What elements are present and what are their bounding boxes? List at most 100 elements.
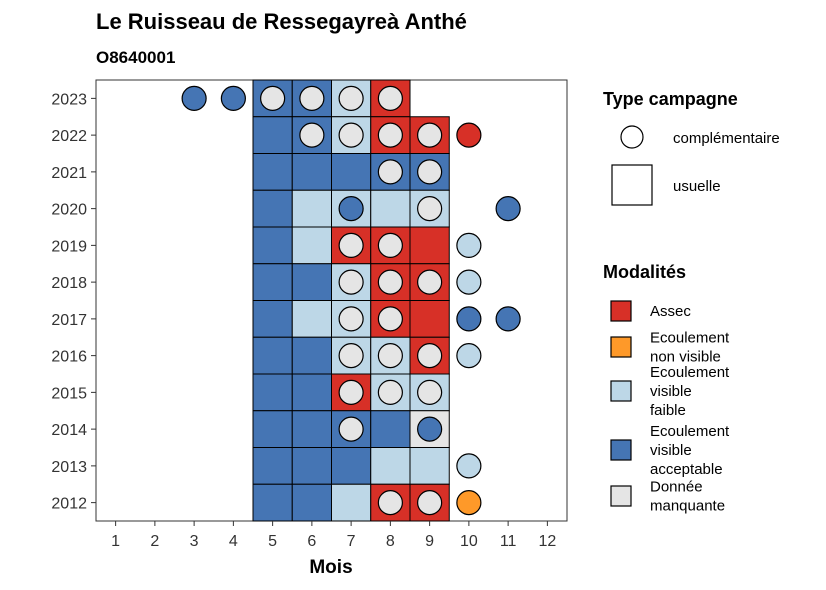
- point-2018-7: [338, 269, 364, 295]
- tile-2017-5: [252, 300, 293, 338]
- point-2023-8: [377, 85, 403, 111]
- point-layer: [181, 85, 521, 516]
- point-2016-7: [338, 343, 364, 369]
- tile-2012-6: [291, 483, 332, 522]
- legend-campaign-title: Type campagne: [603, 89, 738, 109]
- x-tick-label-11: 11: [500, 533, 517, 550]
- point-2017-8: [377, 306, 403, 332]
- tile-2013-6: [291, 447, 332, 485]
- tile-2017-9: [409, 300, 450, 338]
- tile-2019-6: [291, 226, 332, 265]
- point-2017-10: [456, 306, 482, 332]
- tile-2014-5: [252, 410, 293, 448]
- x-tick-label-2: 2: [150, 533, 159, 550]
- tile-2020-6: [291, 189, 332, 228]
- tile-2012-7: [331, 483, 372, 522]
- legend-modality-key-4: [610, 485, 632, 507]
- x-axis-title: Mois: [309, 557, 352, 578]
- tile-2013-5: [252, 447, 293, 485]
- legend-modality-label-3: Ecoulement visible acceptable: [650, 423, 730, 478]
- point-2022-8: [377, 122, 403, 148]
- legend-modality-label-2: Ecoulement visible faible: [650, 364, 730, 419]
- point-2016-9: [417, 343, 443, 369]
- tile-2016-6: [291, 336, 332, 375]
- point-2012-9: [417, 490, 443, 516]
- legend-modality-key-1: [610, 336, 632, 358]
- point-2019-10: [456, 232, 482, 258]
- point-2016-8: [377, 343, 403, 369]
- y-tick-label-2023: 2023: [51, 91, 87, 108]
- point-2023-5: [260, 85, 286, 111]
- chart-subtitle: O8640001: [96, 48, 175, 67]
- point-2016-10: [456, 343, 482, 369]
- y-tick-label-2022: 2022: [51, 128, 87, 145]
- point-2020-7: [338, 196, 364, 222]
- point-2023-3: [181, 85, 207, 111]
- tile-2015-5: [252, 373, 293, 412]
- x-tick-label-4: 4: [229, 533, 238, 550]
- point-2022-7: [338, 122, 364, 148]
- point-2021-9: [417, 159, 443, 185]
- legend-modality-key-0: [610, 300, 632, 322]
- y-tick-label-2021: 2021: [51, 165, 87, 182]
- point-2023-7: [338, 85, 364, 111]
- tile-2021-5: [252, 153, 293, 191]
- y-tick-label-2014: 2014: [51, 422, 87, 439]
- x-tick-label-9: 9: [425, 533, 434, 550]
- tile-2021-7: [331, 153, 372, 191]
- tile-2012-5: [252, 483, 293, 522]
- x-tick-label-10: 10: [460, 533, 478, 550]
- point-2022-10: [456, 122, 482, 148]
- point-2018-9: [417, 269, 443, 295]
- x-axis: 1 2 3 4 5 6 7 8 9 10 11 12: [111, 521, 556, 550]
- point-2019-8: [377, 232, 403, 258]
- y-tick-label-2015: 2015: [51, 385, 87, 402]
- tile-2016-5: [252, 336, 293, 375]
- tile-2015-6: [291, 373, 332, 412]
- x-tick-label-3: 3: [190, 533, 199, 550]
- y-tick-label-2017: 2017: [51, 312, 87, 329]
- point-2012-8: [377, 490, 403, 516]
- tile-2014-8: [370, 410, 411, 448]
- point-2014-9: [417, 416, 443, 442]
- legend-modality-label-4: Donnée manquante: [650, 479, 725, 515]
- chart-title: Le Ruisseau de Ressegayreà Anthé: [96, 9, 467, 34]
- tile-2022-5: [252, 116, 293, 154]
- legend-campaign-label-1: usuelle: [673, 178, 721, 195]
- point-2022-9: [417, 122, 443, 148]
- x-tick-label-8: 8: [386, 533, 395, 550]
- point-2022-6: [299, 122, 325, 148]
- point-2019-7: [338, 232, 364, 258]
- legend-campaign-key-circle: [620, 125, 644, 149]
- point-2015-8: [377, 379, 403, 405]
- point-2020-11: [495, 196, 521, 222]
- legend-modalities-title: Modalités: [603, 262, 686, 282]
- tile-2020-5: [252, 189, 293, 228]
- point-2015-9: [417, 379, 443, 405]
- tile-2013-9: [409, 447, 450, 485]
- tile-2018-6: [291, 263, 332, 301]
- point-2014-7: [338, 416, 364, 442]
- legend-campaign-label-0: complémentaire: [673, 130, 780, 147]
- y-tick-label-2013: 2013: [51, 459, 87, 476]
- tile-2018-5: [252, 263, 293, 301]
- legend-campaign: Type campagne complémentaire usuelle: [603, 89, 780, 206]
- y-tick-label-2020: 2020: [51, 202, 87, 219]
- legend-modality-label-1: Ecoulement non visible: [650, 330, 730, 366]
- y-tick-label-2016: 2016: [51, 349, 87, 366]
- legend-modality-key-2: [610, 380, 632, 402]
- tile-2013-8: [370, 447, 411, 485]
- point-2013-10: [456, 453, 482, 479]
- tile-2020-8: [370, 189, 411, 228]
- point-2012-10: [456, 490, 482, 516]
- y-tick-label-2012: 2012: [51, 496, 87, 513]
- tile-2013-7: [331, 447, 372, 485]
- point-2018-10: [456, 269, 482, 295]
- tile-2021-6: [291, 153, 332, 191]
- y-tick-label-2019: 2019: [51, 238, 87, 255]
- legend-campaign-key-square: [611, 164, 653, 206]
- tile-2014-6: [291, 410, 332, 448]
- x-tick-label-7: 7: [347, 533, 356, 550]
